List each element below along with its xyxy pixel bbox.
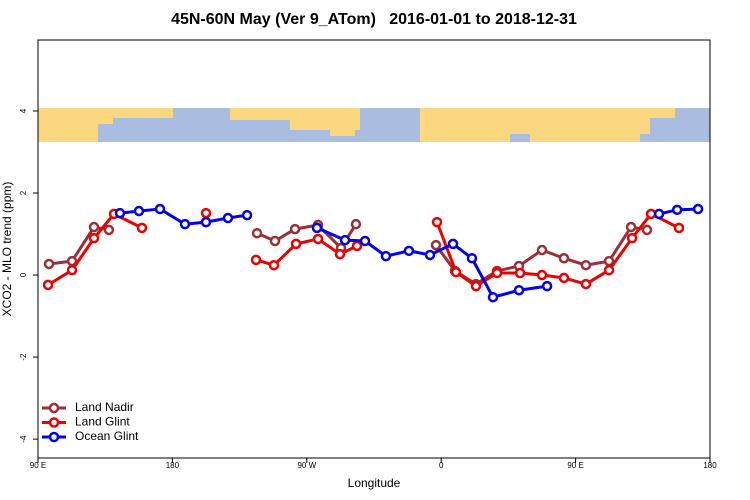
x-tick-label: 0	[439, 461, 444, 470]
point	[42, 279, 54, 291]
point	[466, 252, 478, 264]
x-tick-label: 90 E	[30, 461, 46, 470]
point	[641, 224, 653, 236]
y-tick-label: 2	[19, 190, 28, 195]
point	[403, 245, 415, 257]
point	[66, 264, 78, 276]
map-band	[38, 108, 710, 142]
point	[312, 233, 324, 245]
point	[447, 238, 459, 250]
point	[103, 224, 115, 236]
series-line	[316, 226, 548, 299]
point	[626, 232, 638, 244]
point	[351, 240, 363, 252]
point	[603, 264, 615, 276]
point	[673, 222, 685, 234]
point	[114, 207, 126, 219]
point	[290, 238, 302, 250]
point	[470, 280, 482, 292]
point	[311, 222, 323, 234]
point	[424, 249, 436, 261]
point	[558, 272, 570, 284]
point	[558, 252, 570, 264]
point	[350, 218, 362, 230]
legend-marker	[48, 417, 60, 428]
point	[88, 221, 100, 233]
point	[200, 207, 212, 219]
point	[487, 291, 499, 303]
point	[430, 239, 442, 251]
point	[580, 259, 592, 271]
x-tick-label: 90 W	[297, 461, 316, 470]
point	[339, 234, 351, 246]
point	[268, 259, 280, 271]
point	[541, 280, 553, 292]
x-tick-label: 180	[703, 461, 717, 470]
point	[692, 203, 704, 215]
point	[625, 221, 637, 233]
point	[43, 258, 55, 270]
chart-title: 45N-60N May (Ver 9_ATom) 2016-01-01 to 2…	[171, 11, 577, 28]
point	[431, 216, 443, 228]
plot-frame	[37, 39, 711, 459]
point	[133, 205, 145, 217]
point	[536, 244, 548, 256]
point	[450, 266, 462, 278]
legend-marker	[48, 431, 60, 443]
point	[289, 223, 301, 235]
point	[671, 204, 683, 216]
point	[359, 235, 371, 247]
legend-label: Ocean Glint	[75, 429, 139, 443]
y-tick-label: -2	[19, 353, 28, 361]
point	[200, 216, 212, 228]
legend-label: Land Glint	[75, 415, 130, 429]
point	[334, 248, 346, 260]
point	[645, 208, 657, 220]
point	[491, 267, 503, 279]
y-tick-label: 4	[19, 108, 28, 113]
x-axis-label: Longitude	[348, 476, 401, 490]
point	[88, 232, 100, 244]
x-tick-label: 180	[166, 461, 180, 470]
point	[580, 278, 592, 290]
legend-label: Land Nadir	[75, 400, 134, 414]
point	[653, 208, 665, 220]
y-tick-label: -4	[19, 435, 28, 443]
y-tick-label: 0	[19, 272, 28, 277]
point	[154, 203, 166, 215]
point	[222, 212, 234, 224]
x-tick-label: 90 E	[567, 461, 583, 470]
point	[250, 254, 262, 266]
point	[380, 250, 392, 262]
legend-marker	[48, 402, 60, 414]
point	[536, 269, 548, 281]
point	[514, 267, 526, 279]
point	[241, 209, 253, 221]
point	[136, 222, 148, 234]
series-line	[435, 212, 680, 288]
point	[269, 235, 281, 247]
y-axis-label: XCO2 - MLO trend (ppm)	[0, 182, 14, 317]
point	[251, 227, 263, 239]
point	[513, 284, 525, 296]
point	[179, 218, 191, 230]
